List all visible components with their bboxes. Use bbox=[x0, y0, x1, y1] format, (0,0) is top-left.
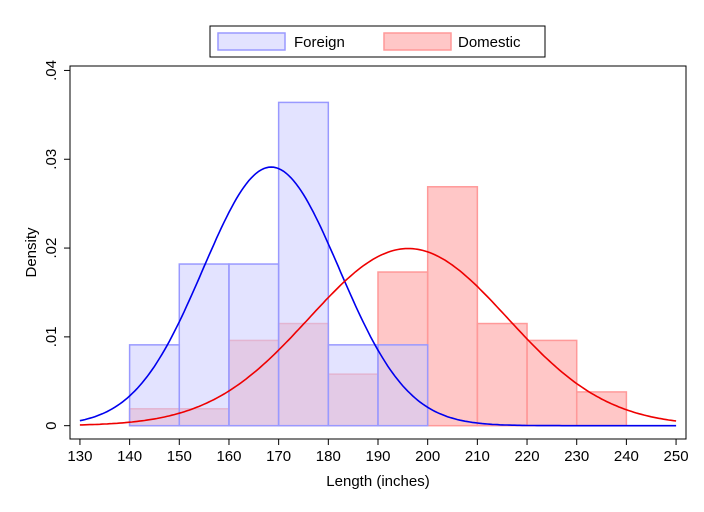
foreign-legend-key bbox=[217, 32, 286, 51]
y-tick-label: 0 bbox=[43, 422, 60, 430]
axes: 130 140 150 160 170 180 190 200 210 220 230 240 250 0… bbox=[43, 60, 689, 465]
x-tick-label: 250 bbox=[664, 448, 689, 465]
normal-curves bbox=[79, 166, 677, 427]
x-tick-label: 150 bbox=[167, 448, 192, 465]
foreign-bar-180 bbox=[327, 344, 379, 427]
domestic-normal-curve bbox=[79, 247, 677, 426]
x-axis-label: Length (inches) bbox=[326, 473, 429, 490]
x-tick-label: 190 bbox=[365, 448, 390, 465]
foreign-bar-150 bbox=[178, 263, 230, 427]
foreign-legend-label: Foreign bbox=[294, 34, 345, 51]
domestic-bar-220 bbox=[526, 339, 578, 427]
domestic-bar-200 bbox=[426, 186, 479, 427]
y-tick-label: .04 bbox=[43, 60, 60, 81]
foreign-bar-140 bbox=[128, 344, 181, 427]
foreign-bar-160 bbox=[228, 263, 280, 427]
y-tick-label: .03 bbox=[43, 149, 60, 170]
y-tick-label: .02 bbox=[43, 238, 60, 259]
domestic-bar-230 bbox=[575, 391, 628, 427]
x-tick-label: 200 bbox=[415, 448, 440, 465]
x-tick-label: 170 bbox=[266, 448, 291, 465]
foreign-bars bbox=[128, 101, 429, 427]
x-tick-label: 160 bbox=[216, 448, 241, 465]
x-tick-label: 210 bbox=[465, 448, 490, 465]
legend: Foreign Domestic bbox=[209, 25, 546, 58]
domestic-legend-key bbox=[383, 32, 452, 51]
x-tick-label: 130 bbox=[67, 448, 92, 465]
x-tick-label: 140 bbox=[117, 448, 142, 465]
x-tick-label: 240 bbox=[614, 448, 639, 465]
y-axis-label: Density bbox=[23, 227, 40, 278]
foreign-normal-curve bbox=[79, 166, 677, 427]
domestic-bar-210 bbox=[476, 322, 528, 427]
foreign-bar-170 bbox=[277, 101, 330, 427]
y-tick-label: .01 bbox=[43, 326, 60, 347]
x-tick-label: 180 bbox=[316, 448, 341, 465]
x-tick-label: 220 bbox=[515, 448, 540, 465]
domestic-legend-label: Domestic bbox=[458, 34, 521, 51]
x-tick-label: 230 bbox=[564, 448, 589, 465]
